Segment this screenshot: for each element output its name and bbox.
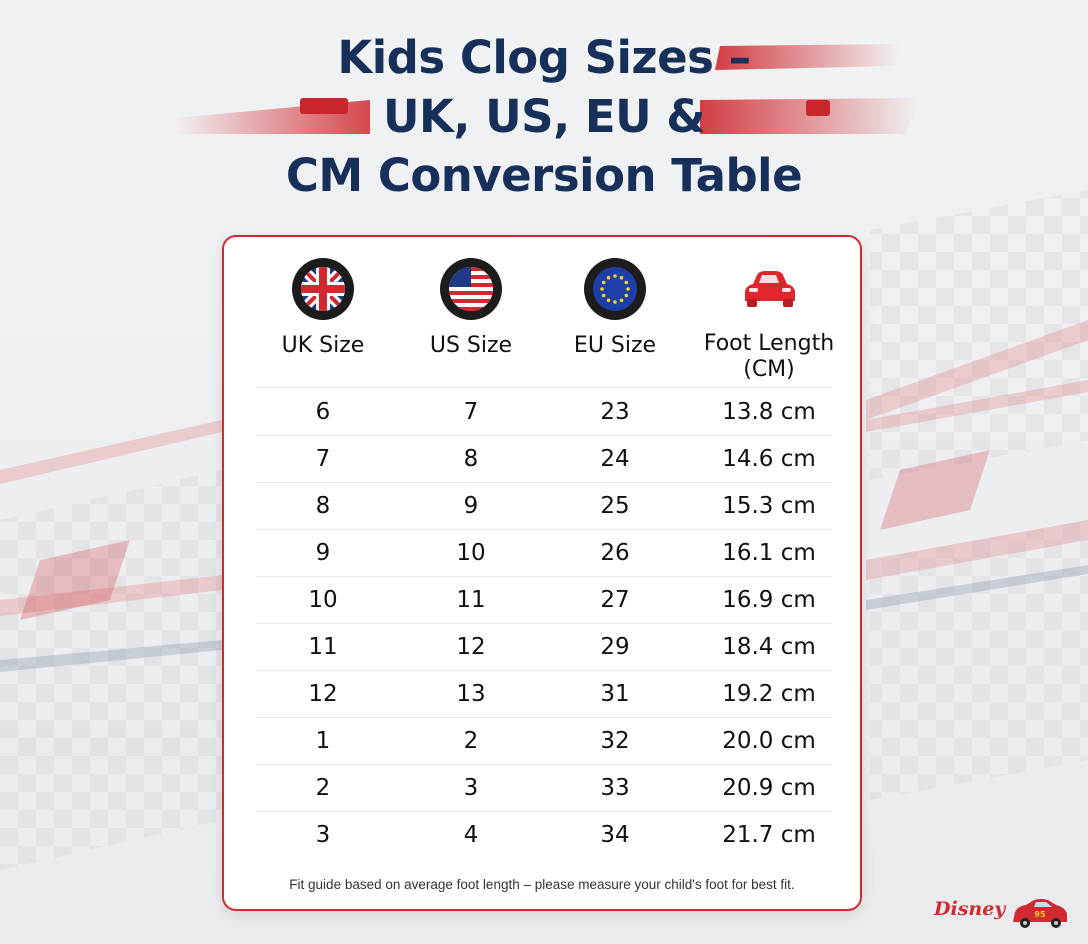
us-size-cell: 10 bbox=[456, 540, 486, 566]
table-row: 12 13 31 19.2 cm bbox=[256, 671, 832, 718]
title-line-3: CM Conversion Table bbox=[285, 149, 803, 202]
race-car-mascot-icon: 95 bbox=[1013, 899, 1067, 928]
eu-flag-icon bbox=[584, 258, 646, 320]
table-row: 9 10 26 16.1 cm bbox=[256, 530, 832, 577]
us-size-cell: 9 bbox=[463, 493, 479, 519]
uk-size-cell: 2 bbox=[315, 775, 331, 801]
uk-size-cell: 10 bbox=[308, 587, 338, 613]
column-label-eu: EU Size bbox=[573, 333, 657, 358]
uk-size-cell: 9 bbox=[315, 540, 331, 566]
uk-size-cell: 7 bbox=[315, 446, 331, 472]
us-size-cell: 3 bbox=[463, 775, 479, 801]
column-header-eu: EU Size bbox=[540, 257, 690, 359]
foot-length-cell: 16.1 cm bbox=[722, 540, 816, 566]
us-size-cell: 8 bbox=[463, 446, 479, 472]
uk-size-cell: 8 bbox=[315, 493, 331, 519]
title-line-1: Kids Clog Sizes – bbox=[337, 31, 751, 84]
column-label-us: US Size bbox=[429, 333, 513, 358]
size-conversion-table: UK Size US Size bbox=[222, 235, 862, 911]
eu-size-cell: 31 bbox=[600, 681, 630, 707]
foot-length-cell: 16.9 cm bbox=[722, 587, 816, 613]
uk-size-cell: 6 bbox=[315, 399, 331, 425]
eu-size-cell: 23 bbox=[600, 399, 630, 425]
red-car-icon bbox=[745, 271, 795, 307]
header-divider bbox=[256, 387, 832, 388]
column-label-foot-length-line2: (CM) bbox=[743, 357, 795, 382]
column-header-us: US Size bbox=[396, 257, 546, 359]
badge-number: 95 bbox=[1034, 910, 1046, 919]
table-body: 6 7 23 13.8 cm 7 8 24 14.6 cm 8 9 25 15.… bbox=[256, 389, 832, 858]
column-header-uk: UK Size bbox=[248, 257, 398, 359]
foot-length-cell: 15.3 cm bbox=[722, 493, 816, 519]
eu-size-cell: 29 bbox=[600, 634, 630, 660]
foot-length-cell: 20.0 cm bbox=[722, 728, 816, 754]
eu-size-cell: 26 bbox=[600, 540, 630, 566]
uk-size-cell: 3 bbox=[315, 822, 331, 848]
foot-length-cell: 14.6 cm bbox=[722, 446, 816, 472]
table-row: 1 2 32 20.0 cm bbox=[256, 718, 832, 765]
table-row: 3 4 34 21.7 cm bbox=[256, 812, 832, 858]
table-row: 6 7 23 13.8 cm bbox=[256, 389, 832, 436]
uk-flag-icon bbox=[292, 258, 354, 320]
uk-size-cell: 12 bbox=[308, 681, 338, 707]
foot-length-cell: 20.9 cm bbox=[722, 775, 816, 801]
us-size-cell: 2 bbox=[463, 728, 479, 754]
us-flag-icon bbox=[440, 258, 502, 320]
us-size-cell: 4 bbox=[463, 822, 479, 848]
foot-length-cell: 13.8 cm bbox=[722, 399, 816, 425]
us-size-cell: 7 bbox=[463, 399, 479, 425]
eu-size-cell: 24 bbox=[600, 446, 630, 472]
us-size-cell: 13 bbox=[456, 681, 486, 707]
uk-size-cell: 1 bbox=[315, 728, 331, 754]
fit-guide-footnote: Fit guide based on average foot length –… bbox=[289, 877, 795, 892]
eu-size-cell: 33 bbox=[600, 775, 630, 801]
foot-length-cell: 18.4 cm bbox=[722, 634, 816, 660]
column-label-foot-length: Foot Length (CM) bbox=[694, 331, 844, 383]
eu-size-cell: 27 bbox=[600, 587, 630, 613]
table-row: 11 12 29 18.4 cm bbox=[256, 624, 832, 671]
foot-length-cell: 21.7 cm bbox=[722, 822, 816, 848]
table-row: 2 3 33 20.9 cm bbox=[256, 765, 832, 812]
column-label-foot-length-line1: Foot Length bbox=[703, 331, 835, 356]
table-row: 8 9 25 15.3 cm bbox=[256, 483, 832, 530]
table-row: 7 8 24 14.6 cm bbox=[256, 436, 832, 483]
uk-size-cell: 11 bbox=[308, 634, 338, 660]
us-size-cell: 11 bbox=[456, 587, 486, 613]
us-size-cell: 12 bbox=[456, 634, 486, 660]
column-header-foot-length: Foot Length (CM) bbox=[694, 257, 844, 383]
column-label-uk: UK Size bbox=[281, 333, 365, 358]
foot-length-cell: 19.2 cm bbox=[722, 681, 816, 707]
disney-logo: Disney bbox=[934, 898, 1006, 920]
table-row: 10 11 27 16.9 cm bbox=[256, 577, 832, 624]
eu-size-cell: 32 bbox=[600, 728, 630, 754]
page-title: Kids Clog Sizes – UK, US, EU & CM Conver… bbox=[0, 28, 1088, 205]
eu-size-cell: 34 bbox=[600, 822, 630, 848]
eu-size-cell: 25 bbox=[600, 493, 630, 519]
title-line-2: UK, US, EU & bbox=[382, 90, 706, 143]
